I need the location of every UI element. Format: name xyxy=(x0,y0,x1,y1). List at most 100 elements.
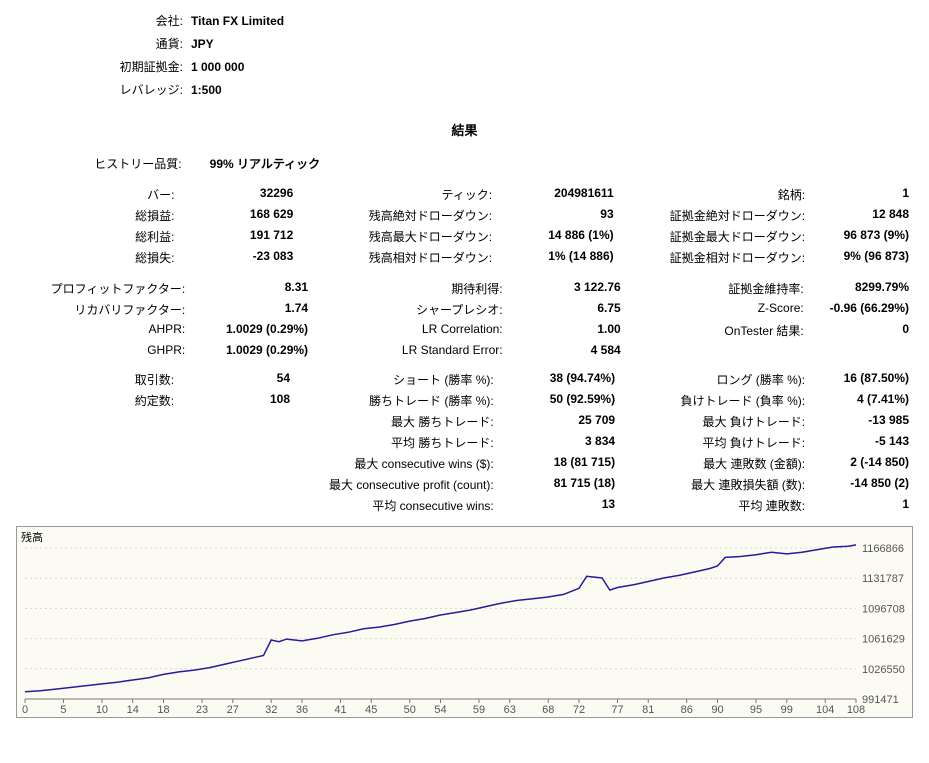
stat-value: 1.74 xyxy=(189,299,312,320)
stat-value: 2 (-14 850) xyxy=(809,453,913,474)
leverage-label: レバレッジ: xyxy=(18,79,189,100)
svg-text:99: 99 xyxy=(781,704,793,716)
svg-text:1166866: 1166866 xyxy=(862,543,904,555)
stat-value: 96 873 (9%) xyxy=(809,226,913,247)
history-quality-row: ヒストリー品質: 99% リアルティック xyxy=(16,153,913,174)
company-value: Titan FX Limited xyxy=(191,10,284,31)
deposit-value: 1 000 000 xyxy=(191,56,284,77)
stat-value: 16 (87.50%) xyxy=(809,369,913,390)
stat-value: 168 629 xyxy=(178,205,297,226)
stat-label: 平均 連敗数: xyxy=(619,495,809,516)
svg-text:63: 63 xyxy=(504,704,516,716)
svg-text:50: 50 xyxy=(404,704,416,716)
svg-text:68: 68 xyxy=(542,704,554,716)
svg-text:72: 72 xyxy=(573,704,585,716)
currency-value: JPY xyxy=(191,33,284,54)
svg-text:36: 36 xyxy=(296,704,308,716)
stat-label: 約定数: xyxy=(16,390,178,411)
stat-value: 32296 xyxy=(178,184,297,205)
stat-value xyxy=(178,474,294,495)
stat-value: -23 083 xyxy=(178,247,297,268)
stat-value: 93 xyxy=(496,205,617,226)
stat-value xyxy=(178,411,294,432)
stat-label: バー: xyxy=(16,184,178,205)
stat-label: 残高相対ドローダウン: xyxy=(297,247,496,268)
svg-text:991471: 991471 xyxy=(862,694,899,706)
leverage-value: 1:500 xyxy=(191,79,284,100)
stat-label: 期待利得: xyxy=(312,278,507,299)
stat-label: 証拠金維持率: xyxy=(625,278,808,299)
stat-label: プロフィットファクター: xyxy=(16,278,189,299)
stat-value: 54 xyxy=(178,369,294,390)
results-title: 結果 xyxy=(16,120,913,139)
svg-text:23: 23 xyxy=(196,704,208,716)
stat-label: リカバリファクター: xyxy=(16,299,189,320)
balance-chart: 残高 9914711026550106162910967081131787116… xyxy=(16,526,913,718)
stat-value: 4 (7.41%) xyxy=(809,390,913,411)
stat-label: GHPR: xyxy=(16,341,189,359)
svg-text:104: 104 xyxy=(816,704,834,716)
svg-text:1131787: 1131787 xyxy=(862,573,904,585)
stat-label: 証拠金絶対ドローダウン: xyxy=(618,205,809,226)
stat-value: 14 886 (1%) xyxy=(496,226,617,247)
svg-text:1096708: 1096708 xyxy=(862,603,905,615)
results-block-2: プロフィットファクター:8.31期待利得:3 122.76証拠金維持率:8299… xyxy=(16,278,913,359)
stat-value xyxy=(178,432,294,453)
company-label: 会社: xyxy=(18,10,189,31)
stat-value: 191 712 xyxy=(178,226,297,247)
svg-text:59: 59 xyxy=(473,704,485,716)
stat-label: 平均 consecutive wins: xyxy=(294,495,498,516)
stat-value: 81 715 (18) xyxy=(498,474,619,495)
svg-text:0: 0 xyxy=(22,704,28,716)
stat-label: 最大 連敗損失額 (数): xyxy=(619,474,809,495)
deposit-label: 初期証拠金: xyxy=(18,56,189,77)
stat-label: 最大 consecutive profit (count): xyxy=(294,474,498,495)
stat-value: -5 143 xyxy=(809,432,913,453)
balance-chart-svg: 9914711026550106162910967081131787116686… xyxy=(17,527,914,717)
stat-label: 総損益: xyxy=(16,205,178,226)
stat-value: -14 850 (2) xyxy=(809,474,913,495)
stat-label: ショート (勝率 %): xyxy=(294,369,498,390)
stat-value: -0.96 (66.29%) xyxy=(808,299,913,320)
stat-value xyxy=(178,453,294,474)
stat-label: 残高最大ドローダウン: xyxy=(297,226,496,247)
stat-label: ティック: xyxy=(297,184,496,205)
svg-text:18: 18 xyxy=(157,704,169,716)
stat-value: 8.31 xyxy=(189,278,312,299)
stat-label: 総損失: xyxy=(16,247,178,268)
svg-text:14: 14 xyxy=(127,704,139,716)
stat-value: 12 848 xyxy=(809,205,913,226)
stat-value: 6.75 xyxy=(507,299,625,320)
stat-label: OnTester 結果: xyxy=(625,320,808,341)
stat-label: 証拠金相対ドローダウン: xyxy=(618,247,809,268)
svg-text:90: 90 xyxy=(711,704,723,716)
stat-label: Z-Score: xyxy=(625,299,808,320)
stat-value: 50 (92.59%) xyxy=(498,390,619,411)
svg-text:108: 108 xyxy=(847,704,865,716)
stat-label: 最大 勝ちトレード: xyxy=(294,411,498,432)
history-quality-label: ヒストリー品質: xyxy=(16,153,186,174)
svg-text:1026550: 1026550 xyxy=(862,664,905,676)
stat-label: 平均 負けトレード: xyxy=(619,432,809,453)
stat-label: 証拠金最大ドローダウン: xyxy=(618,226,809,247)
stat-label: 最大 連敗数 (金額): xyxy=(619,453,809,474)
stat-label xyxy=(16,453,178,474)
svg-text:45: 45 xyxy=(365,704,377,716)
stat-value: 8299.79% xyxy=(808,278,913,299)
stat-label xyxy=(625,341,808,359)
stat-value: 1.0029 (0.29%) xyxy=(189,341,312,359)
stat-value xyxy=(178,495,294,516)
stat-value: 18 (81 715) xyxy=(498,453,619,474)
stat-value: 4 584 xyxy=(507,341,625,359)
history-quality-value: 99% リアルティック xyxy=(186,153,333,174)
svg-text:10: 10 xyxy=(96,704,108,716)
svg-text:41: 41 xyxy=(334,704,346,716)
stat-value: 1 xyxy=(809,495,913,516)
stat-value: 13 xyxy=(498,495,619,516)
svg-text:5: 5 xyxy=(60,704,66,716)
stat-label: 負けトレード (負率 %): xyxy=(619,390,809,411)
svg-text:86: 86 xyxy=(681,704,693,716)
stat-value: 25 709 xyxy=(498,411,619,432)
stat-label xyxy=(16,411,178,432)
stat-label: LR Standard Error: xyxy=(312,341,507,359)
